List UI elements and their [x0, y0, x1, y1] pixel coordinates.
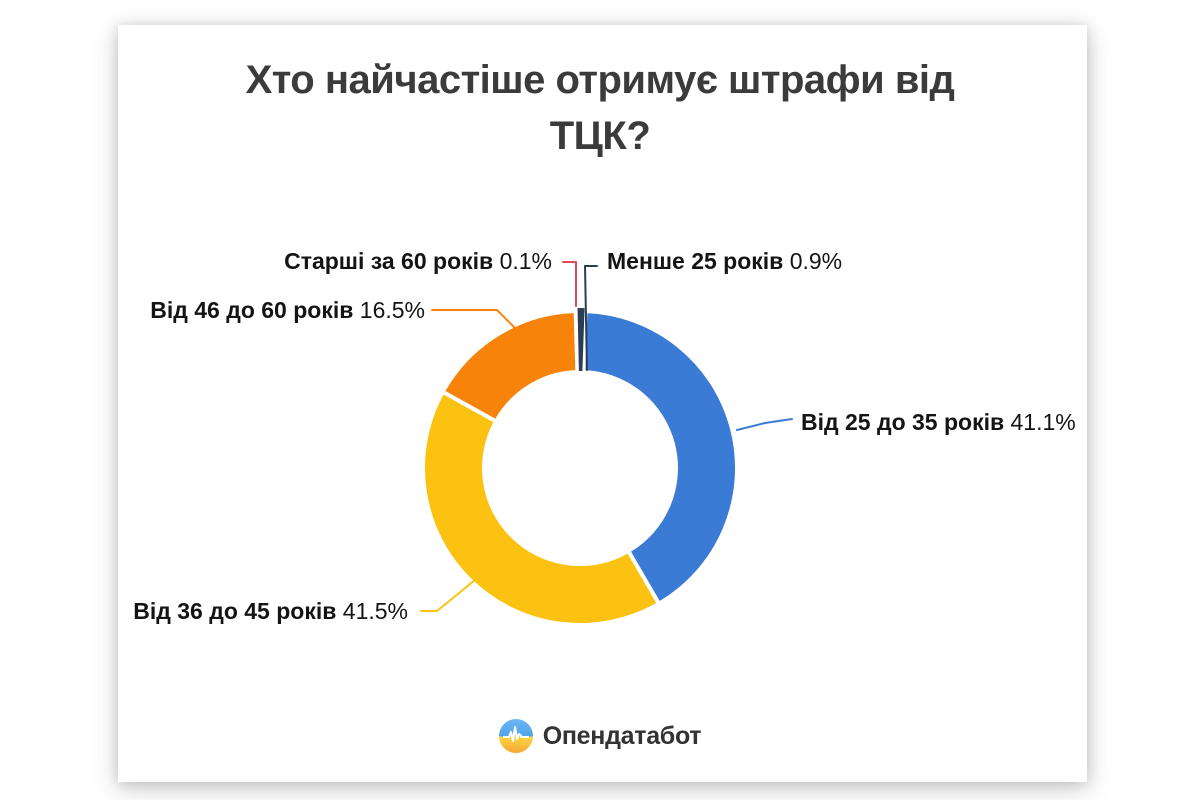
label-name: Від 36 до 45 років — [133, 598, 337, 624]
callout-label-over-60: Старші за 60 років 0.1% — [284, 247, 552, 275]
opendatabot-logo-icon — [498, 719, 533, 753]
footer-brand: Опендатабот — [0, 719, 1200, 753]
label-percent: 0.1% — [499, 248, 552, 274]
brand-name: Опендатабот — [542, 721, 702, 750]
label-name: Менше 25 років — [607, 248, 784, 274]
label-percent: 41.1% — [1010, 409, 1076, 435]
label-name: Від 46 до 60 років — [150, 297, 354, 323]
page-title: Хто найчастіше отримує штрафи від ТЦК? — [245, 58, 955, 158]
label-name: Старші за 60 років — [284, 248, 494, 274]
callout-label-25-35: Від 25 до 35 років 41.1% — [801, 408, 1076, 436]
callout-label-under-25: Менше 25 років 0.9% — [607, 247, 842, 275]
label-percent: 16.5% — [359, 297, 425, 323]
callout-label-36-45: Від 36 до 45 років 41.5% — [133, 597, 408, 625]
label-percent: 0.9% — [789, 248, 843, 274]
label-name: Від 25 до 35 років — [801, 409, 1005, 435]
label-percent: 41.5% — [342, 598, 408, 624]
callout-label-46-60: Від 46 до 60 років 16.5% — [150, 296, 425, 324]
